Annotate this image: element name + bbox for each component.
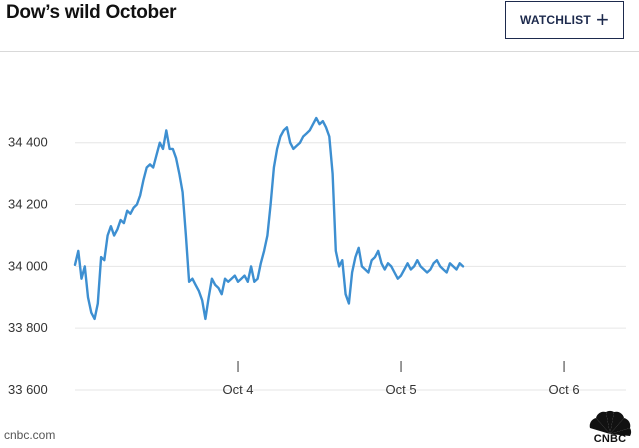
peacock-logo (589, 410, 632, 436)
plus-icon: + (595, 7, 609, 32)
y-tick-label: 33 600 (8, 382, 48, 397)
header-divider (0, 51, 639, 52)
watchlist-button[interactable]: WATCHLIST + (505, 1, 624, 39)
source-label: cnbc.com (4, 428, 56, 442)
x-tick-label: Oct 6 (549, 382, 580, 397)
y-tick-label: 33 800 (8, 320, 48, 335)
y-tick-label: 34 000 (8, 258, 48, 273)
y-axis-ticks: 33 600 33 800 34 000 34 200 34 400 (8, 135, 48, 397)
grid-lines (75, 142, 626, 391)
x-tick-label: Oct 5 (385, 382, 416, 397)
brand-label: CNBC (593, 433, 627, 445)
x-tick-label: Oct 4 (222, 382, 253, 397)
y-tick-label: 34 400 (8, 135, 48, 150)
series-line (73, 116, 465, 321)
x-axis-ticks: Oct 4 Oct 5 Oct 6 (222, 361, 580, 397)
y-tick-label: 34 200 (8, 197, 48, 212)
page-title: Dow’s wild October (6, 2, 177, 23)
watchlist-label: WATCHLIST (520, 13, 591, 27)
